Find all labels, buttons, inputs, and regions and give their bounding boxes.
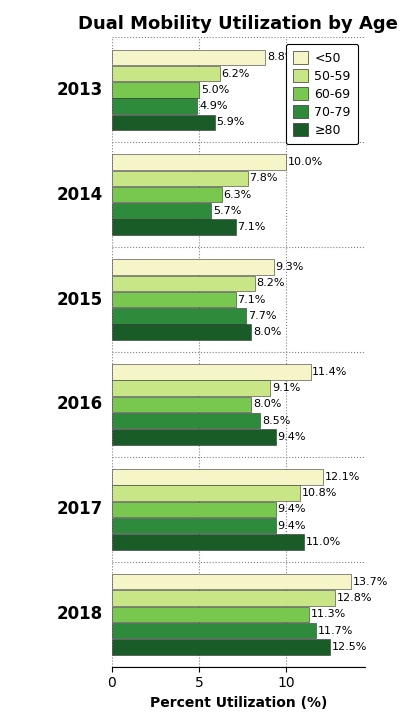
Bar bbox=[112, 115, 215, 130]
Bar bbox=[112, 590, 335, 605]
Text: 2018: 2018 bbox=[57, 605, 103, 624]
Text: 6.3%: 6.3% bbox=[224, 190, 252, 199]
Bar bbox=[112, 429, 276, 444]
Text: 2014: 2014 bbox=[57, 186, 103, 204]
Bar bbox=[112, 397, 251, 413]
Text: 10.0%: 10.0% bbox=[288, 157, 323, 167]
Bar bbox=[112, 623, 316, 638]
Text: 6.2%: 6.2% bbox=[222, 69, 250, 78]
Text: 10.8%: 10.8% bbox=[302, 488, 337, 498]
Bar bbox=[112, 534, 304, 550]
Text: 7.1%: 7.1% bbox=[237, 294, 266, 304]
Bar bbox=[112, 502, 276, 517]
Text: 11.3%: 11.3% bbox=[310, 609, 346, 619]
Bar bbox=[112, 324, 251, 340]
Bar bbox=[112, 292, 236, 307]
Text: 12.5%: 12.5% bbox=[332, 642, 367, 652]
Text: 9.3%: 9.3% bbox=[276, 262, 304, 272]
Bar bbox=[112, 187, 222, 202]
Bar bbox=[112, 607, 309, 622]
Text: 12.1%: 12.1% bbox=[324, 472, 360, 482]
Bar bbox=[112, 413, 260, 428]
Text: 2016: 2016 bbox=[57, 395, 103, 413]
Bar bbox=[112, 469, 323, 484]
Text: 8.0%: 8.0% bbox=[253, 327, 282, 337]
Text: 9.4%: 9.4% bbox=[278, 505, 306, 514]
Text: 8.8%: 8.8% bbox=[267, 52, 296, 62]
Text: 2013: 2013 bbox=[57, 80, 103, 99]
Bar bbox=[112, 170, 248, 186]
Text: 5.9%: 5.9% bbox=[216, 117, 245, 128]
X-axis label: Percent Utilization (%): Percent Utilization (%) bbox=[150, 696, 327, 710]
Text: 11.4%: 11.4% bbox=[312, 367, 348, 377]
Bar bbox=[112, 203, 211, 219]
Bar bbox=[112, 381, 270, 396]
Text: 5.0%: 5.0% bbox=[201, 85, 229, 95]
Text: 5.7%: 5.7% bbox=[213, 206, 241, 216]
Text: 12.8%: 12.8% bbox=[337, 593, 372, 603]
Bar bbox=[112, 639, 330, 655]
Text: 7.7%: 7.7% bbox=[248, 311, 276, 321]
Bar bbox=[112, 364, 310, 380]
Text: 8.0%: 8.0% bbox=[253, 399, 282, 410]
Bar bbox=[112, 574, 351, 589]
Text: 9.4%: 9.4% bbox=[278, 432, 306, 442]
Bar bbox=[112, 49, 265, 65]
Title: Dual Mobility Utilization by Age: Dual Mobility Utilization by Age bbox=[78, 15, 398, 33]
Text: 9.4%: 9.4% bbox=[278, 521, 306, 531]
Bar bbox=[112, 276, 255, 291]
Bar bbox=[112, 260, 274, 275]
Text: 11.0%: 11.0% bbox=[305, 537, 340, 547]
Bar bbox=[112, 154, 286, 170]
Bar bbox=[112, 82, 199, 97]
Text: 11.7%: 11.7% bbox=[318, 626, 353, 636]
Text: 4.9%: 4.9% bbox=[199, 101, 228, 111]
Bar bbox=[112, 220, 236, 235]
Bar bbox=[112, 99, 197, 114]
Bar bbox=[112, 66, 220, 81]
Text: 7.1%: 7.1% bbox=[237, 222, 266, 232]
Bar bbox=[112, 308, 246, 323]
Text: 9.1%: 9.1% bbox=[272, 384, 301, 393]
Bar bbox=[112, 518, 276, 534]
Bar bbox=[112, 486, 300, 501]
Text: 7.8%: 7.8% bbox=[250, 173, 278, 183]
Text: 2015: 2015 bbox=[57, 291, 103, 309]
Text: 13.7%: 13.7% bbox=[352, 577, 388, 587]
Text: 8.5%: 8.5% bbox=[262, 415, 290, 426]
Text: 2017: 2017 bbox=[57, 500, 103, 518]
Text: 8.2%: 8.2% bbox=[256, 278, 285, 289]
Legend: <50, 50-59, 60-69, 70-79, ≥80: <50, 50-59, 60-69, 70-79, ≥80 bbox=[286, 44, 358, 144]
